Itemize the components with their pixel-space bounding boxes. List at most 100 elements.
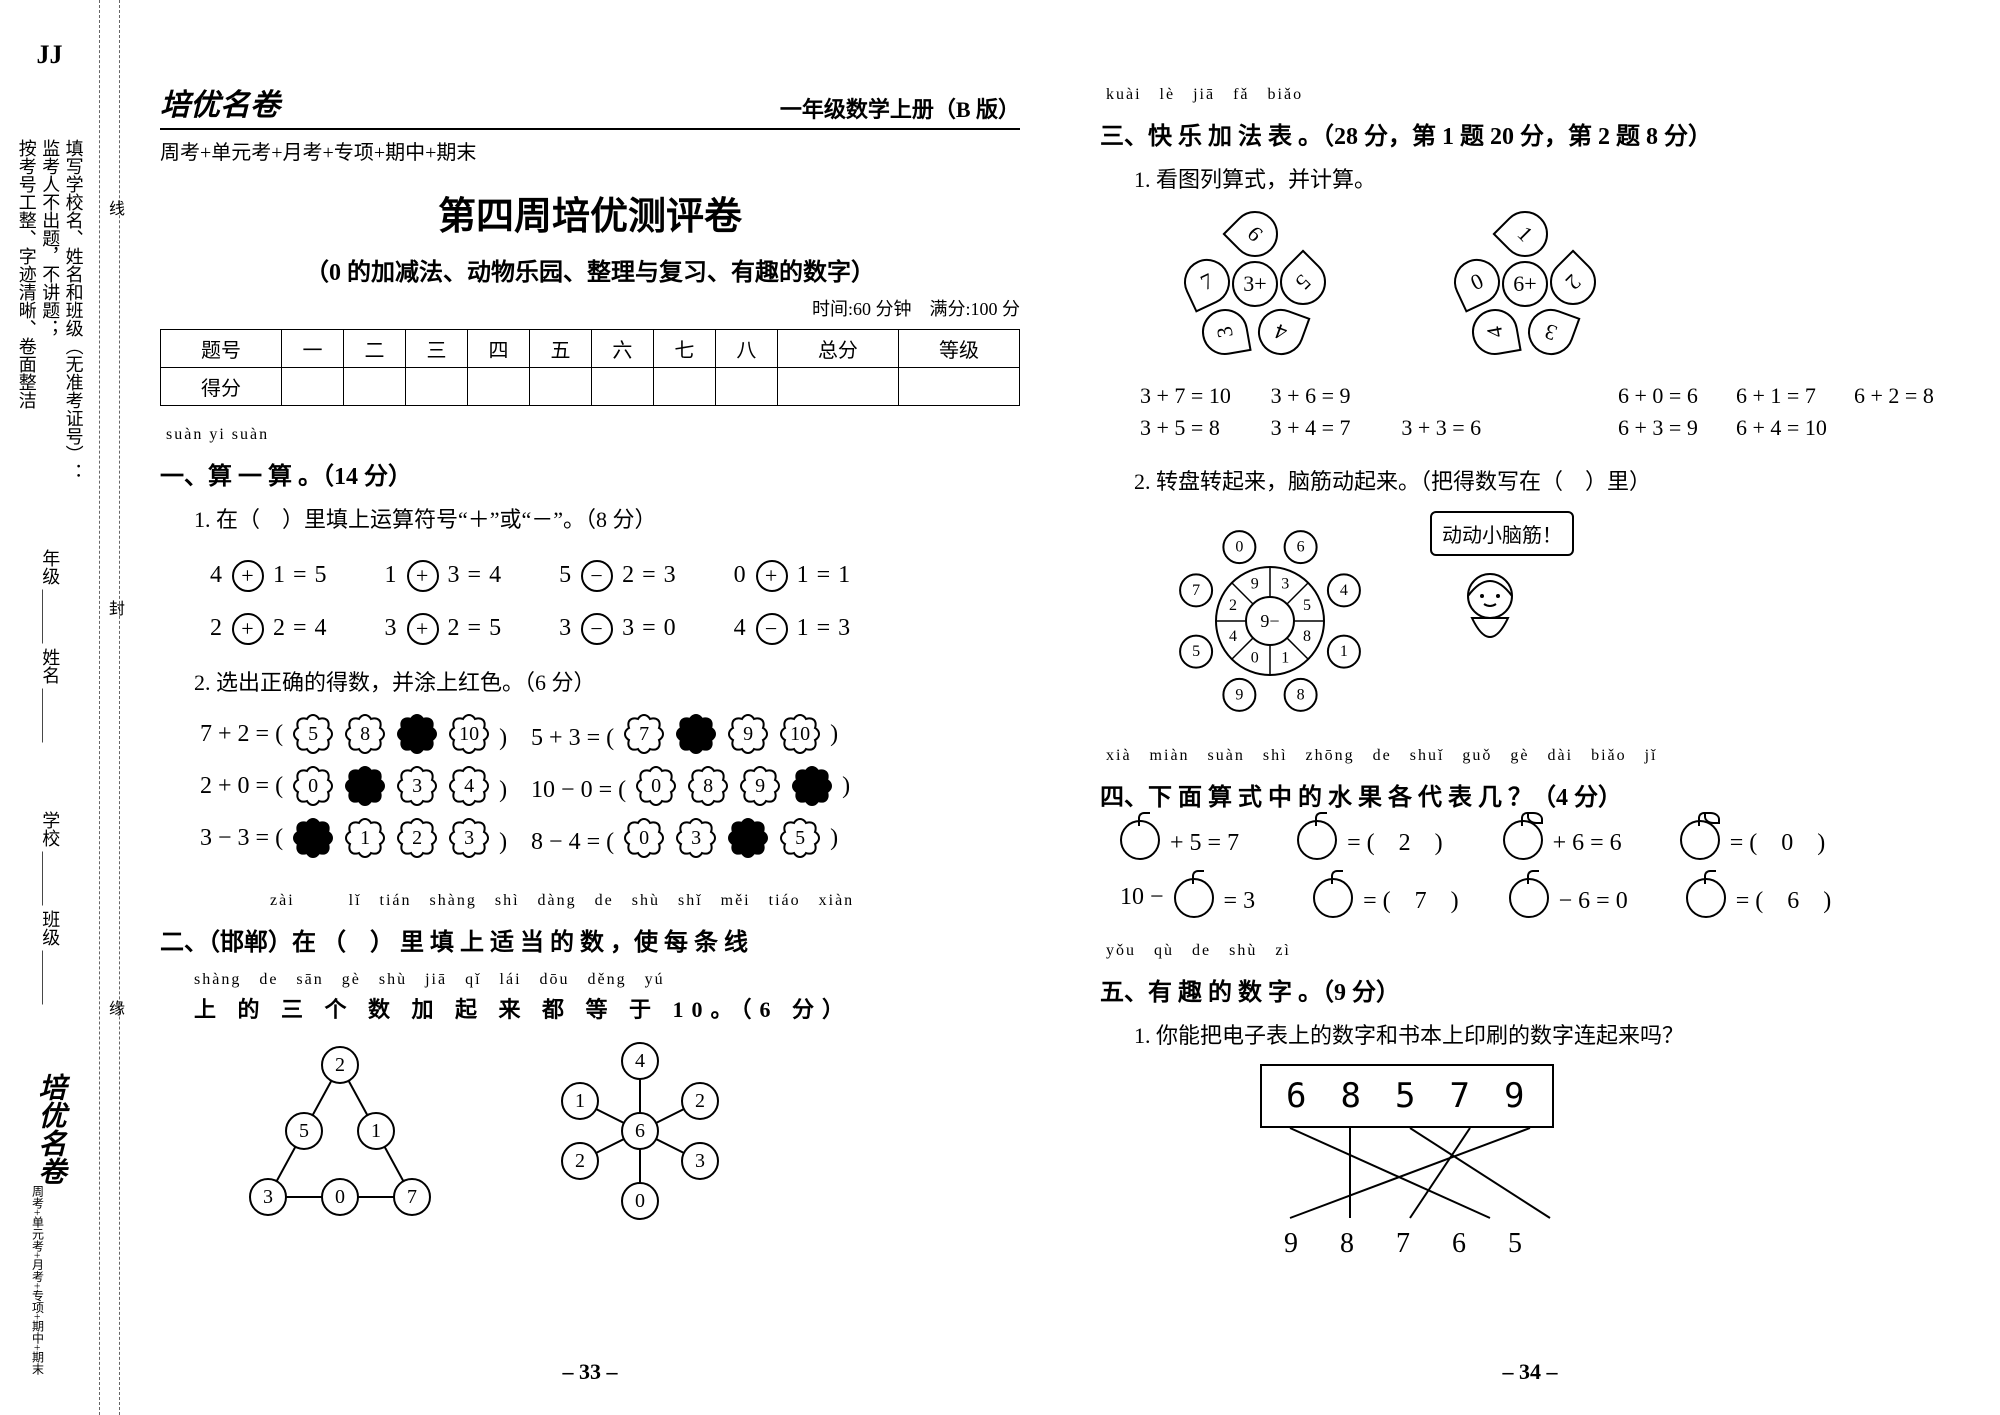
svg-text:8: 8	[1303, 627, 1311, 644]
svg-text:0: 0	[1251, 649, 1259, 666]
op-circle: +	[232, 560, 264, 592]
pear-icon	[1313, 878, 1353, 918]
svg-text:9: 9	[1251, 575, 1259, 592]
dash-column: 线 封 缘	[100, 0, 120, 1415]
figures-row: 2 5 1 3 0 7	[240, 1041, 1020, 1221]
time-score: 时间:60 分钟 满分:100 分	[160, 295, 1020, 321]
flower-option: 0	[291, 764, 335, 808]
flower-option: 5	[778, 816, 822, 860]
page-number-left: – 33 –	[120, 1359, 1060, 1385]
svg-text:3: 3	[1281, 575, 1289, 592]
svg-text:3: 3	[263, 1186, 273, 1208]
code: JJ	[37, 40, 63, 70]
svg-text:7: 7	[407, 1186, 417, 1208]
eq-row-1: 4 + 1 = 5 1 + 3 = 4 5 − 2 = 3 0 + 1 = 1	[210, 549, 1020, 602]
s3-q1: 1. 看图列算式，并计算。	[1134, 159, 1960, 201]
pear2-icon	[1686, 878, 1726, 918]
spinner-figure: 9− 35810429 64189570	[1150, 511, 1390, 731]
svg-text:5: 5	[299, 1120, 309, 1142]
svg-text:9: 9	[1235, 686, 1243, 703]
flower-option: 0	[634, 764, 678, 808]
s5-heading: 五、有 趣 的 数 字 。（9 分）	[1100, 972, 1960, 1007]
s1-q1: 1. 在（ ）里填上运算符号“＋”或“－”。（8 分）	[194, 499, 1020, 541]
bubble-group: 动动小脑筋！	[1430, 511, 1574, 681]
s2-line2: 上 的 三 个 数 加 起 来 都 等 于 10。（6 分）	[194, 989, 1020, 1031]
flower-option: 1	[343, 816, 387, 860]
pear-icon	[1174, 878, 1214, 918]
star-figure: 4 1 2 6 2 3 0	[540, 1041, 740, 1221]
op-circle: +	[756, 560, 788, 592]
flower-option-row: 7 + 2 = (5810) 5 + 3 = (7910)	[200, 712, 1020, 756]
page-right: kuài lè jiā fǎ biǎo 三、快 乐 加 法 表 。（28 分，第…	[1060, 0, 2000, 1415]
page-left: 培优名卷 一年级数学上册（B 版） 周考+单元考+月考+专项+期中+期末 第四周…	[120, 0, 1060, 1415]
flower-option: 8	[343, 712, 387, 756]
s4-pinyin: xià miàn suàn shì zhōng de shuǐ guǒ gè d…	[1106, 741, 1960, 765]
flower-option: 5	[291, 712, 335, 756]
apple-icon	[1120, 820, 1160, 860]
s1-pinyin: suàn yi suàn	[166, 426, 1020, 444]
thought-bubble: 动动小脑筋！	[1430, 511, 1574, 556]
page-number-right: – 34 –	[1060, 1359, 2000, 1385]
s3-pinyin: kuài lè jiā fǎ biǎo	[1106, 80, 1960, 104]
flower-option: 8	[686, 764, 730, 808]
flower-option: 7	[622, 712, 666, 756]
svg-text:5: 5	[1303, 597, 1311, 614]
flower-option: 4	[447, 764, 491, 808]
flower-option: 10	[778, 712, 822, 756]
margin-column: JJ 填写学校名、姓名和班级（无准考证号）： 监考人不出题，不讲题； 按考号工整…	[0, 0, 100, 1415]
flower-option: 9	[738, 764, 782, 808]
s1-q2: 2. 选出正确的得数，并涂上红色。（6 分）	[194, 662, 1020, 704]
s4-heading: 四、下 面 算 式 中 的 水 果 各 代 表 几 ？（4 分）	[1100, 777, 1960, 812]
fruit-row-2: 10 − = 3 = ( 7 ) − 6 = 0 = ( 6 )	[1120, 878, 1960, 918]
score-table: 题号 一 二 三 四 五 六 七 八 总分 等级 得分	[160, 329, 1020, 406]
s2-pinyin: zài lǐ tián shàng shì dàng de shù shǐ mě…	[270, 886, 1020, 910]
eq-grid-B: 6 + 0 = 6 6 + 1 = 7 6 + 2 = 8 6 + 3 = 9 …	[1618, 383, 1960, 441]
brand: 培优名卷	[160, 80, 280, 124]
svg-text:1: 1	[1340, 643, 1348, 660]
score-header-row: 题号 一 二 三 四 五 六 七 八 总分 等级	[161, 330, 1020, 368]
score-value-row: 得分	[161, 368, 1020, 406]
subtitle: （0 的加减法、动物乐园、整理与复习、有趣的数字）	[160, 252, 1020, 287]
printed-numbers: 9 8 7 6 5	[1284, 1228, 1522, 1260]
svg-text:0: 0	[1235, 538, 1243, 555]
eq-row-2: 2 + 2 = 4 3 + 2 = 5 3 − 3 = 0 4 − 1 = 3	[210, 602, 1020, 655]
op-circle: −	[756, 613, 788, 645]
flower-option: 3	[395, 764, 439, 808]
flower-option: 0	[622, 816, 666, 860]
eq-grids: 3 + 7 = 10 3 + 6 = 9 3 + 5 = 8 3 + 4 = 7…	[1100, 383, 1960, 441]
flower-option	[790, 764, 834, 808]
margin-labels: 年级 ＿＿＿ 姓名 ＿＿＿	[38, 549, 61, 743]
apple-icon	[1297, 820, 1337, 860]
flower-option	[674, 712, 718, 756]
flower-option	[343, 764, 387, 808]
svg-text:7: 7	[1192, 581, 1200, 598]
s2-heading: 二、（邯郸）在 （ ） 里 填 上 适 当 的 数 ，使 每 条 线	[160, 922, 1020, 957]
s5-pinyin: yǒu qù de shù zì	[1106, 936, 1960, 960]
s3-heading: 三、快 乐 加 法 表 。（28 分，第 1 题 20 分，第 2 题 8 分）	[1100, 116, 1960, 151]
flower-option-row: 2 + 0 = (034) 10 − 0 = (089)	[200, 764, 1020, 808]
flower-option: 2	[395, 816, 439, 860]
s1-heading: 一、算 一 算 。（14 分）	[160, 456, 1020, 491]
flower-option: 10	[447, 712, 491, 756]
op-circle: +	[407, 613, 439, 645]
fruit-row-1: + 5 = 7 = ( 2 ) + 6 = 6 = ( 0 )	[1120, 820, 1960, 860]
svg-text:1: 1	[1281, 649, 1289, 666]
child-icon	[1430, 556, 1550, 676]
svg-text:3: 3	[695, 1150, 705, 1172]
flower-option	[726, 816, 770, 860]
pear2-icon	[1509, 878, 1549, 918]
page-wrap: JJ 填写学校名、姓名和班级（无准考证号）： 监考人不出题，不讲题； 按考号工整…	[0, 0, 2000, 1415]
op-circle: −	[581, 560, 613, 592]
svg-text:1: 1	[371, 1120, 381, 1142]
flower-A: 3+ 6 5 4 3 7	[1180, 209, 1330, 359]
digital-display: 6 8 5 7 9	[1260, 1064, 1554, 1128]
flower-option	[395, 712, 439, 756]
svg-text:2: 2	[575, 1150, 585, 1172]
svg-text:0: 0	[635, 1190, 645, 1212]
svg-text:1: 1	[575, 1090, 585, 1112]
svg-text:2: 2	[1229, 597, 1237, 614]
leaf-fruit-icon	[1680, 820, 1720, 860]
op-circle: −	[581, 613, 613, 645]
op-circle: +	[407, 560, 439, 592]
svg-text:0: 0	[335, 1186, 345, 1208]
